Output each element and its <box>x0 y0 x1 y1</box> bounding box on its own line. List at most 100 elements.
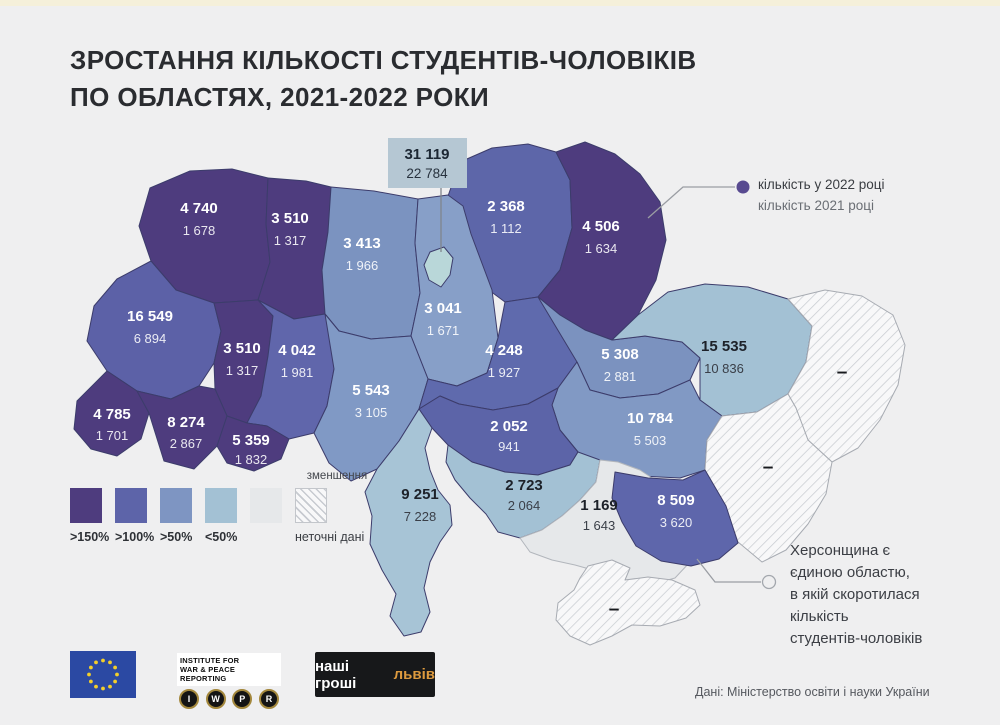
region-zaporizhzhia <box>611 469 739 567</box>
chernihiv-value-2021: 1 112 <box>490 221 522 236</box>
cherkasy-value-2022: 4 248 <box>485 342 523 359</box>
value-legend-2021-label: кількість 2021 році <box>758 198 874 213</box>
kherson-annotation-line: кількість <box>790 608 849 625</box>
crimea-no-data-dash: – <box>609 599 620 620</box>
region-crimea <box>555 559 701 646</box>
sumy-value-2021: 1 634 <box>585 241 618 256</box>
zhytomyr-value-2022: 3 413 <box>343 235 381 252</box>
data-source-caption: Дані: Міністерство освіти і науки Україн… <box>695 685 930 699</box>
rivne-value-2021: 1 317 <box>274 233 307 248</box>
title-line-2: ПО ОБЛАСТЯХ, 2021-2022 РОКИ <box>70 82 490 112</box>
region-rivne <box>257 177 332 320</box>
kyiv-callout-box <box>388 138 467 188</box>
page-title: ЗРОСТАННЯ КІЛЬКОСТІ СТУДЕНТІВ-ЧОЛОВІКІВ … <box>70 42 697 116</box>
title-line-1: ЗРОСТАННЯ КІЛЬКОСТІ СТУДЕНТІВ-ЧОЛОВІКІВ <box>70 45 697 75</box>
zaporizhzhia-value-2021: 3 620 <box>660 515 693 530</box>
lviv-value-2021: 6 894 <box>134 331 167 346</box>
chernivtsi-value-2022: 5 359 <box>232 432 270 449</box>
mykolaiv-value-2021: 2 064 <box>508 498 541 513</box>
zhytomyr-value-2021: 1 966 <box>346 258 379 273</box>
iwpr-key-p: P <box>232 689 253 709</box>
vinnytsia-value-2021: 3 105 <box>355 405 388 420</box>
value-legend-dot <box>736 180 750 194</box>
region-kyiv-city <box>423 246 454 288</box>
value-legend: кількість у 2022 році кількість 2021 роц… <box>758 174 884 216</box>
legend-label-no-data: неточні дані <box>295 530 365 544</box>
kirovohrad-value-2021: 941 <box>498 439 520 454</box>
iwpr-key-r: R <box>258 689 279 709</box>
vinnytsia-value-2022: 5 543 <box>352 382 390 399</box>
legend-swatch-lt50 <box>205 488 237 523</box>
kharkiv-value-2022: 15 535 <box>701 338 747 355</box>
chernihiv-value-2022: 2 368 <box>487 198 525 215</box>
volyn-value-2021: 1 678 <box>183 223 216 238</box>
eu-stars-icon <box>87 658 119 691</box>
zaporizhzhia-value-2022: 8 509 <box>657 492 695 509</box>
kyiv-city-value-2022: 31 119 <box>404 146 449 163</box>
khmelnytskyi-value-2021: 1 981 <box>281 365 314 380</box>
chernivtsi-value-2021: 1 832 <box>235 452 268 467</box>
iwpr-logo-line-1: INSTITUTE FOR <box>180 656 240 665</box>
iwpr-logo-line-2: WAR & PEACE REPORTING <box>180 665 236 683</box>
donetsk-no-data-dash: – <box>763 457 774 478</box>
odesa-value-2022: 9 251 <box>401 486 439 503</box>
kharkiv-value-2021: 10 836 <box>704 361 744 376</box>
poltava-value-2022: 5 308 <box>601 346 639 363</box>
kyiv-city-value-2021: 22 784 <box>406 166 448 181</box>
legend-swatch-gt50 <box>160 488 192 523</box>
legend-item-lt50: <50% <box>205 488 237 544</box>
legend-item-decrease <box>250 488 282 544</box>
mykolaiv-value-2022: 2 723 <box>505 477 543 494</box>
cherkasy-value-2021: 1 927 <box>488 365 521 380</box>
region-chernivtsi <box>216 415 290 472</box>
rivne-value-2022: 3 510 <box>271 210 309 227</box>
legend-swatch-gt150 <box>70 488 102 523</box>
nashi-hroshi-lviv-text: львів <box>393 666 435 683</box>
lviv-value-2022: 16 549 <box>127 308 173 325</box>
kherson-annotation-line: Херсонщина є <box>790 542 891 559</box>
kirovohrad-value-2022: 2 052 <box>490 418 528 435</box>
odesa-value-2021: 7 228 <box>404 509 437 524</box>
khmelnytskyi-value-2022: 4 042 <box>278 342 316 359</box>
sumy-value-2022: 4 506 <box>582 218 620 235</box>
iwpr-key-w: W <box>205 689 226 709</box>
legend-swatch-gt100 <box>115 488 147 523</box>
region-odesa <box>364 408 453 637</box>
legend-item-gt50: >50% <box>160 488 192 544</box>
legend-label-gt100: >100% <box>115 530 155 544</box>
dnipro-value-2022: 10 784 <box>627 410 674 427</box>
ternopil-value-2021: 1 317 <box>226 363 259 378</box>
iwpr-key-i: I <box>179 689 199 709</box>
volyn-value-2022: 4 740 <box>180 200 218 217</box>
top-accent-stripe <box>0 0 1000 6</box>
kyiv-oblast-value-2022: 3 041 <box>424 300 462 317</box>
value-legend-2022-label: кількість у 2022 році <box>758 177 885 192</box>
legend-label-lt50: <50% <box>205 530 238 544</box>
luhansk-no-data-dash: – <box>837 362 848 383</box>
nashi-hroshi-text: наші гроші <box>315 657 357 692</box>
kherson-value-2022: 1 169 <box>580 497 618 514</box>
kherson-annotation-line: студентів-чоловіків <box>790 630 923 647</box>
poltava-value-2021: 2 881 <box>604 369 637 384</box>
kherson-annotation-line: єдиною областю, <box>790 564 910 581</box>
kherson-value-2021: 1 643 <box>583 518 616 533</box>
nashi-hroshi-lviv-logo: наші гроші львів <box>315 652 435 697</box>
value-legend-connector-line <box>647 186 735 219</box>
zakarpattia-value-2022: 4 785 <box>93 406 131 423</box>
zakarpattia-value-2021: 1 701 <box>96 428 129 443</box>
decrease-label: зменшення <box>306 470 368 482</box>
region-luhansk <box>787 289 906 463</box>
kherson-annotation: Херсонщина є єдиною областю, в якій скор… <box>790 540 922 650</box>
legend-swatch-decrease <box>250 488 282 523</box>
kherson-note-connector-circle <box>761 574 777 590</box>
legend-item-no-data: неточні дані <box>295 488 365 544</box>
dnipro-value-2021: 5 503 <box>634 433 667 448</box>
kherson-note-connector-line <box>696 558 761 583</box>
ivano-frankivsk-value-2022: 8 274 <box>167 414 205 431</box>
legend-item-gt150: >150% <box>70 488 110 544</box>
kherson-annotation-line: в якій скоротилася <box>790 586 920 603</box>
legend-swatch-no-data <box>295 488 327 523</box>
ternopil-value-2022: 3 510 <box>223 340 261 357</box>
legend-label-gt150: >150% <box>70 530 110 544</box>
